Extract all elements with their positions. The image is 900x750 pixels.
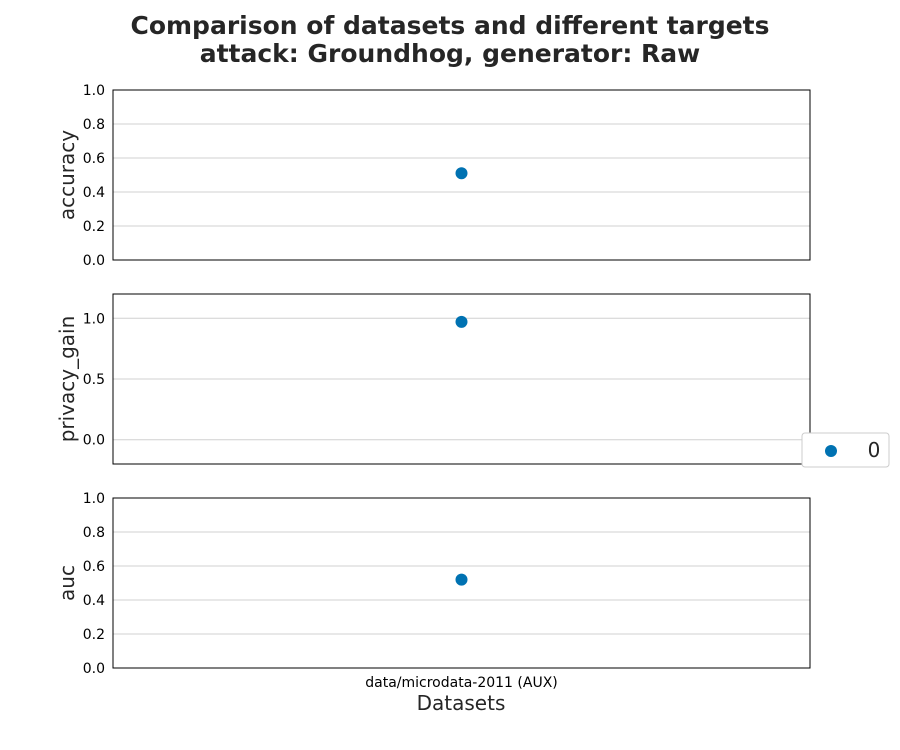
panel-auc: 0.0 0.2 0.4 0.6 0.8 1.0 auc [55,491,811,677]
y-tick-label: 0.6 [83,559,105,575]
y-tick-label: 1.0 [83,83,105,99]
y-axis-label: auc [55,565,79,601]
legend-box [801,432,890,468]
x-tick-label: data/microdata-2011 (AUX) [365,675,558,691]
y-tick-label: 0.0 [83,253,105,269]
x-axis-label: Datasets [417,691,506,715]
legend-label: 0 [868,438,881,462]
y-tick-label: 0.4 [83,185,105,201]
y-axis-label: privacy_gain [55,316,79,443]
y-tick-label: 0.0 [83,433,105,449]
plot-frame [112,89,811,261]
y-axis-label: accuracy [55,130,79,220]
data-point [455,573,468,586]
y-tick-label: 0.4 [83,593,105,609]
chart-title-line2: attack: Groundhog, generator: Raw [200,39,701,68]
y-tick-label: 1.0 [83,491,105,507]
y-tick-label: 0.2 [83,219,105,235]
panel-accuracy: 0.0 0.2 0.4 0.6 0.8 1.0 accuracy [55,83,811,269]
y-tick-label: 0.0 [83,661,105,677]
legend-marker [825,445,837,457]
y-tick-label: 0.2 [83,627,105,643]
y-tick-label: 1.0 [83,311,105,327]
plot-frame [112,293,811,465]
y-tick-label: 0.5 [83,372,105,388]
panels-layer: 0.00.20.40.60.81.0accuracy0.00.51.0priva… [55,83,811,691]
y-tick-label: 0.6 [83,151,105,167]
y-tick-label: 0.8 [83,117,105,133]
y-tick-label: 0.8 [83,525,105,541]
plot-frame [112,497,811,669]
data-point [455,315,468,328]
legend: 0 [801,432,890,468]
chart-title-line1: Comparison of datasets and different tar… [130,11,769,40]
data-point [455,167,468,180]
